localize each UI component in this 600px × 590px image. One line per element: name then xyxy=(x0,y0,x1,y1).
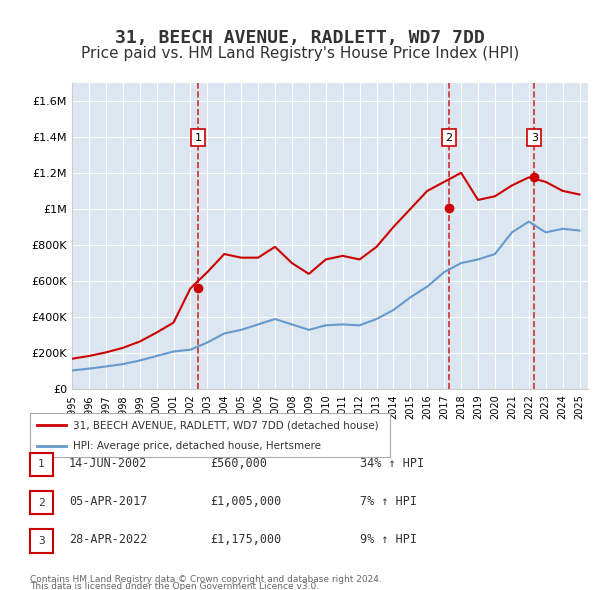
Text: 31, BEECH AVENUE, RADLETT, WD7 7DD (detached house): 31, BEECH AVENUE, RADLETT, WD7 7DD (deta… xyxy=(73,421,379,430)
Text: 1: 1 xyxy=(38,460,45,469)
Text: £1,175,000: £1,175,000 xyxy=(210,533,281,546)
Text: 31, BEECH AVENUE, RADLETT, WD7 7DD: 31, BEECH AVENUE, RADLETT, WD7 7DD xyxy=(115,30,485,47)
Text: £1,005,000: £1,005,000 xyxy=(210,495,281,508)
Text: 14-JUN-2002: 14-JUN-2002 xyxy=(69,457,148,470)
Text: 34% ↑ HPI: 34% ↑ HPI xyxy=(360,457,424,470)
Text: £560,000: £560,000 xyxy=(210,457,267,470)
Text: 2: 2 xyxy=(38,498,45,507)
Text: 1: 1 xyxy=(194,133,202,143)
Text: This data is licensed under the Open Government Licence v3.0.: This data is licensed under the Open Gov… xyxy=(30,582,319,590)
Text: Price paid vs. HM Land Registry's House Price Index (HPI): Price paid vs. HM Land Registry's House … xyxy=(81,45,519,61)
Text: 3: 3 xyxy=(38,536,45,546)
Text: 9% ↑ HPI: 9% ↑ HPI xyxy=(360,533,417,546)
Text: Contains HM Land Registry data © Crown copyright and database right 2024.: Contains HM Land Registry data © Crown c… xyxy=(30,575,382,584)
Text: 3: 3 xyxy=(531,133,538,143)
Text: 05-APR-2017: 05-APR-2017 xyxy=(69,495,148,508)
Text: 2: 2 xyxy=(445,133,452,143)
Text: 28-APR-2022: 28-APR-2022 xyxy=(69,533,148,546)
Text: HPI: Average price, detached house, Hertsmere: HPI: Average price, detached house, Hert… xyxy=(73,441,321,451)
Text: 7% ↑ HPI: 7% ↑ HPI xyxy=(360,495,417,508)
